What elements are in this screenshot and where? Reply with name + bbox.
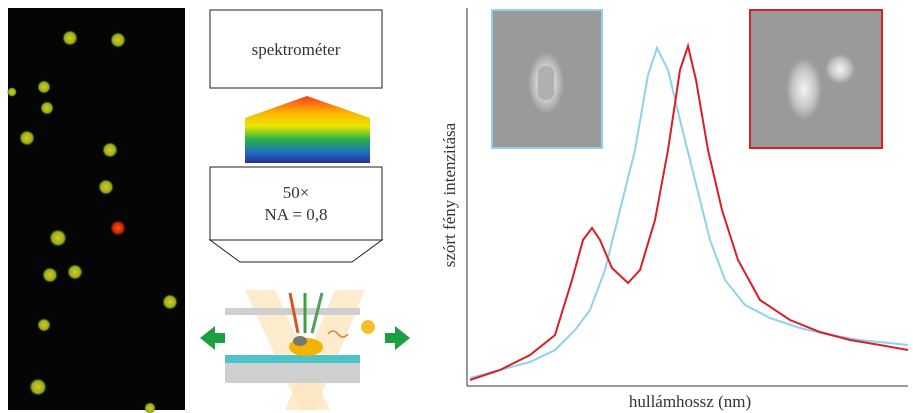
spectrometer-label: spektrométer bbox=[252, 40, 341, 59]
objective-lens bbox=[208, 239, 384, 263]
darkfield-image bbox=[7, 8, 185, 413]
inset-blue bbox=[491, 9, 603, 149]
x-axis-label: hullámhossz (nm) bbox=[629, 392, 751, 411]
y-axis-label: szórt fény intenzitása bbox=[440, 122, 459, 267]
objective-box bbox=[209, 166, 383, 241]
red-spectrum bbox=[469, 42, 909, 381]
sample-scheme bbox=[200, 290, 410, 410]
spectrometer-box bbox=[209, 9, 383, 89]
inset-red bbox=[749, 9, 883, 149]
schematic bbox=[208, 9, 384, 263]
spectrum-prism bbox=[245, 96, 370, 163]
objective-label: NA = 0,8 bbox=[265, 205, 328, 224]
spectrum-plot: hullámhossz (nm) szórt fény intenzitása bbox=[440, 8, 909, 411]
objective-label: 50× bbox=[283, 183, 310, 202]
blue-spectrum bbox=[469, 45, 909, 379]
